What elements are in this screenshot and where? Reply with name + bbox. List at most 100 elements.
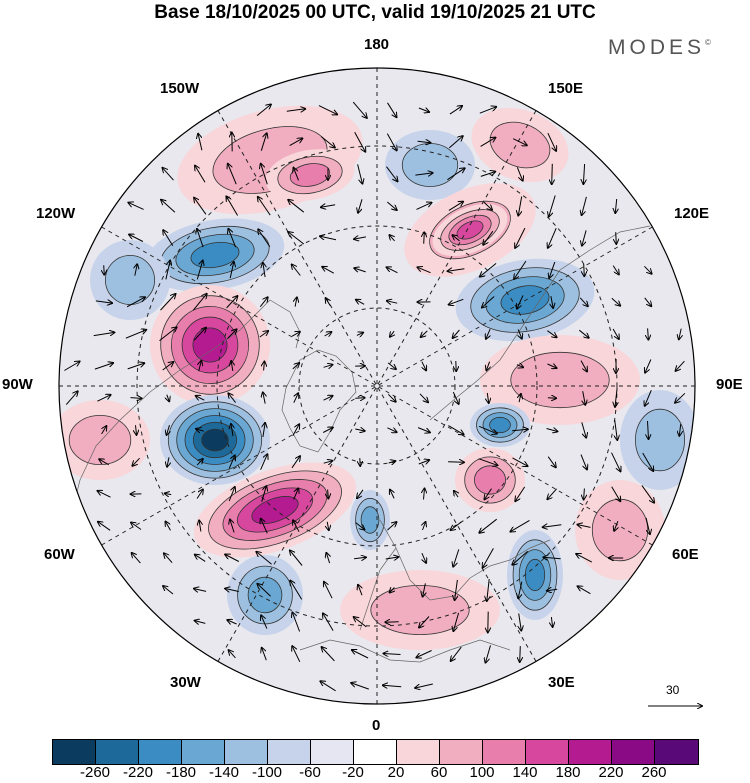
wind-vector bbox=[196, 459, 203, 466]
brand-logo: MODES© bbox=[608, 36, 711, 60]
wind-vector bbox=[387, 301, 398, 303]
colorbar-tick: -20 bbox=[342, 764, 364, 781]
wind-vector bbox=[289, 138, 303, 147]
wind-vector bbox=[583, 391, 586, 405]
africa-coast bbox=[299, 639, 511, 663]
wind-vector bbox=[194, 198, 207, 215]
meridian-line bbox=[217, 110, 537, 662]
wind-vector bbox=[99, 459, 110, 466]
lon-label-120w: 120W bbox=[36, 205, 76, 222]
anomaly-contour bbox=[524, 558, 546, 592]
lon-label-30w: 30W bbox=[170, 674, 201, 691]
wind-vector bbox=[358, 199, 363, 212]
wind-vector bbox=[193, 328, 206, 341]
wind-vector bbox=[648, 328, 649, 339]
colorbar-tick: 180 bbox=[555, 764, 581, 781]
wind-vector bbox=[546, 429, 558, 432]
wind-vector bbox=[324, 582, 333, 599]
wind-vector bbox=[548, 228, 557, 248]
wind-vector bbox=[486, 328, 490, 339]
wind-vector bbox=[225, 589, 239, 592]
wind-vector bbox=[192, 294, 206, 311]
wind-vector bbox=[480, 263, 497, 276]
wind-vector bbox=[324, 332, 332, 336]
wind-vector bbox=[451, 646, 462, 661]
colorbar-swatch bbox=[225, 740, 268, 764]
wind-vector bbox=[487, 579, 489, 601]
wind-vector bbox=[417, 141, 431, 142]
wind-vector bbox=[387, 102, 397, 117]
wind-vector bbox=[355, 429, 364, 431]
wind-vector bbox=[384, 654, 401, 655]
brand-mark: © bbox=[705, 38, 711, 47]
wind-vector bbox=[261, 486, 267, 502]
colorbar-swatch bbox=[483, 740, 526, 764]
lon-label-0: 0 bbox=[372, 717, 381, 734]
wind-vector bbox=[418, 460, 429, 464]
wind-vector bbox=[226, 197, 239, 216]
wind-vector bbox=[264, 362, 265, 371]
wind-vector bbox=[516, 167, 522, 180]
wind-vector bbox=[127, 363, 145, 370]
wind-vector bbox=[262, 648, 267, 661]
wind-vector bbox=[321, 205, 336, 208]
wind-vector bbox=[263, 263, 265, 278]
wind-vector bbox=[65, 391, 77, 405]
wind-vector bbox=[258, 197, 271, 216]
wind-vector bbox=[292, 265, 301, 276]
wind-vector bbox=[294, 168, 299, 181]
map-border bbox=[58, 67, 696, 705]
wind-vector bbox=[641, 485, 654, 502]
wind-vector bbox=[231, 424, 233, 437]
wind-vector bbox=[196, 429, 205, 431]
wind-vector bbox=[511, 519, 530, 531]
wind-vector bbox=[416, 650, 432, 658]
wind-vector bbox=[388, 461, 396, 463]
lon-label-180: 180 bbox=[364, 36, 390, 53]
colorbar-tick: 20 bbox=[387, 764, 405, 781]
wind-vector bbox=[162, 362, 174, 371]
wind-vector bbox=[320, 136, 335, 148]
wind-vector bbox=[130, 398, 142, 399]
colorbar-tick: -60 bbox=[299, 764, 321, 781]
wind-vector bbox=[516, 365, 523, 368]
wind-vector bbox=[389, 235, 395, 242]
wind-vector bbox=[323, 613, 334, 631]
colorbar-swatch bbox=[440, 740, 483, 764]
wind-vector bbox=[390, 490, 394, 499]
wind-vector bbox=[478, 425, 497, 433]
wind-vector bbox=[199, 521, 201, 532]
wind-vector bbox=[386, 133, 396, 151]
wind-vector bbox=[387, 393, 395, 401]
wind-vector bbox=[551, 296, 553, 308]
anomaly-contour bbox=[401, 143, 459, 187]
anomaly-contour bbox=[247, 576, 283, 614]
wind-vector bbox=[579, 297, 588, 306]
wind-vector bbox=[194, 589, 207, 592]
wind-vector bbox=[453, 329, 460, 338]
wind-vector bbox=[93, 332, 115, 335]
wind-vector bbox=[448, 202, 463, 211]
wind-vector bbox=[385, 557, 399, 559]
wind-vector bbox=[326, 298, 331, 307]
wind-vector bbox=[547, 364, 557, 368]
wind-vector bbox=[357, 489, 364, 498]
lon-label-90w: 90W bbox=[2, 376, 33, 393]
wind-vector bbox=[583, 163, 584, 184]
anomaly-contour bbox=[201, 428, 229, 452]
wind-vector bbox=[228, 164, 237, 185]
wind-vector bbox=[132, 553, 141, 564]
wind-vector bbox=[580, 454, 587, 470]
wind-vector bbox=[261, 519, 268, 534]
wind-vector bbox=[547, 132, 556, 151]
wind-vector bbox=[386, 166, 398, 182]
colorbar-swatch bbox=[139, 740, 182, 764]
wind-vector bbox=[167, 424, 170, 435]
wind-vector bbox=[227, 620, 237, 624]
latitude-circle bbox=[216, 225, 538, 547]
wind-vector bbox=[482, 296, 495, 308]
wind-vector bbox=[519, 394, 521, 403]
wind-vector bbox=[480, 138, 496, 147]
wind-vector bbox=[318, 105, 337, 115]
colorbar-tick: -180 bbox=[165, 764, 197, 781]
